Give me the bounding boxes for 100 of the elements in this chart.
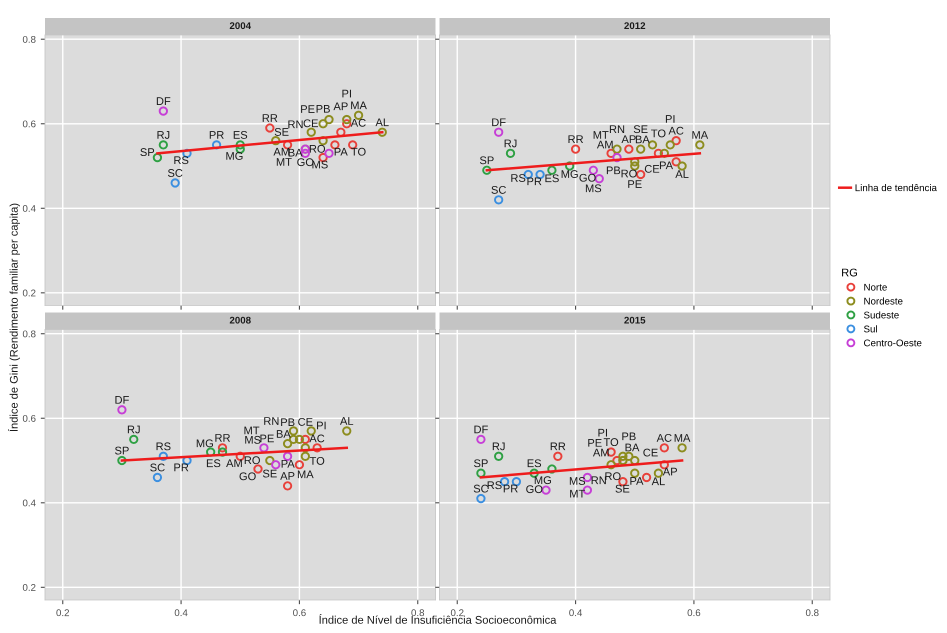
y-axis-title: Índice de Gini (Rendimento familiar per capita) (8, 204, 20, 432)
annotation: AC (309, 434, 324, 442)
annotation: RJ (157, 131, 170, 139)
annotation: BA (636, 136, 650, 144)
annotation: PE (588, 439, 602, 447)
annotation: PI (317, 422, 326, 430)
annotation: CE (643, 448, 658, 457)
annotation: RO (605, 472, 621, 480)
annotation: MS (586, 184, 602, 192)
annotation: SC (474, 484, 488, 493)
annotation: RN (288, 120, 303, 128)
x-tick-label: 0.4 (569, 609, 582, 616)
annotation: AC (668, 126, 684, 135)
annotation: AL (375, 118, 389, 126)
annotation: RJ (128, 426, 140, 434)
annotation: AC (656, 434, 672, 442)
x-tick-label: 0.4 (174, 609, 188, 616)
annotation: RS (488, 481, 502, 490)
annotation: AL (675, 170, 689, 178)
x-tick-label: 0.2 (450, 609, 464, 616)
annotation: AP (280, 472, 294, 480)
annotation: RN (610, 125, 624, 133)
x-tick-label: 0.6 (293, 609, 306, 616)
annotation: MS (245, 436, 261, 444)
y-tick-label: 0.2 (22, 290, 36, 296)
annotation: MT (594, 131, 609, 139)
annotation: PB (622, 432, 636, 440)
annotation: PE (260, 434, 274, 442)
annotation: SE (634, 125, 648, 134)
annotation: AM (273, 148, 290, 156)
annotation: MT (276, 158, 292, 166)
annotation: RS (511, 174, 526, 182)
chart-title: 2004 (230, 22, 252, 30)
annotation: GO (297, 158, 314, 166)
annotation: BA (626, 444, 640, 452)
annotation: TO (604, 438, 618, 446)
annotation: MA (674, 434, 690, 442)
annotation: AL (340, 417, 354, 425)
legend-label: Sudeste (864, 311, 899, 318)
annotation: AM (226, 459, 242, 467)
annotation: RJ (504, 140, 516, 148)
annotation: BA (276, 430, 291, 438)
annotation: MG (196, 439, 213, 448)
legend-label: Linha de tendência (856, 184, 937, 192)
y-tick-label: 0.6 (22, 414, 36, 422)
annotation: RJ (492, 442, 505, 450)
annotation: SP (474, 459, 488, 468)
annotation: SE (274, 128, 289, 136)
annotation: PR (174, 464, 188, 472)
annotation: SC (150, 464, 165, 472)
x-tick-label: 0.2 (56, 609, 70, 616)
y-tick-label: 0.6 (22, 120, 36, 128)
annotation: PA (660, 162, 674, 170)
annotation: MT (570, 490, 586, 498)
annotation: MA (298, 470, 314, 478)
annotation: PA (282, 460, 295, 468)
annotation: CE (298, 418, 313, 426)
annotation: CE (304, 119, 318, 128)
legend-label: Nordeste (864, 297, 903, 305)
annotation: SC (491, 186, 506, 194)
annotation: RR (262, 114, 278, 122)
annotation: SP (480, 156, 494, 164)
annotation: MG (562, 170, 578, 178)
annotation: TO (351, 148, 366, 156)
annotation: AM (596, 140, 613, 148)
annotation: PR (527, 178, 542, 186)
annotation: RO (244, 456, 260, 464)
annotation: TO (651, 129, 666, 138)
annotation: TO (310, 456, 324, 465)
y-tick-label: 0.4 (22, 500, 36, 506)
annotation: MT (244, 426, 260, 434)
annotation: RR (215, 434, 230, 442)
annotation: RR (568, 135, 584, 143)
annotation: MA (692, 131, 708, 139)
y-tick-label: 0.4 (22, 205, 36, 212)
annotation: SE (262, 470, 277, 478)
annotation: RO (310, 144, 326, 153)
annotation: ES (206, 459, 220, 468)
annotation: PB (281, 418, 294, 426)
chart-title: 2008 (230, 316, 251, 324)
annotation: ES (234, 131, 248, 139)
annotation: PA (334, 148, 348, 156)
legend-label: Centro-Oeste (864, 339, 922, 346)
annotation: MG (534, 476, 551, 484)
annotation: PA (630, 477, 644, 485)
annotation: MS (570, 477, 586, 485)
annotation: RS (174, 156, 188, 164)
legend-title: RG (842, 268, 857, 276)
annotation: PI (598, 428, 607, 437)
annotation: RN (264, 417, 278, 425)
annotation: MA (351, 102, 367, 110)
annotation: AL (652, 477, 665, 486)
annotation: AP (621, 135, 636, 143)
annotation: SC (168, 169, 182, 177)
annotation: DF (474, 426, 488, 434)
annotation: RN (592, 476, 606, 484)
annotation: DF (115, 396, 129, 404)
legend-label: Norte (864, 284, 887, 291)
annotation: PB (316, 104, 330, 113)
annotation: PR (504, 484, 518, 492)
